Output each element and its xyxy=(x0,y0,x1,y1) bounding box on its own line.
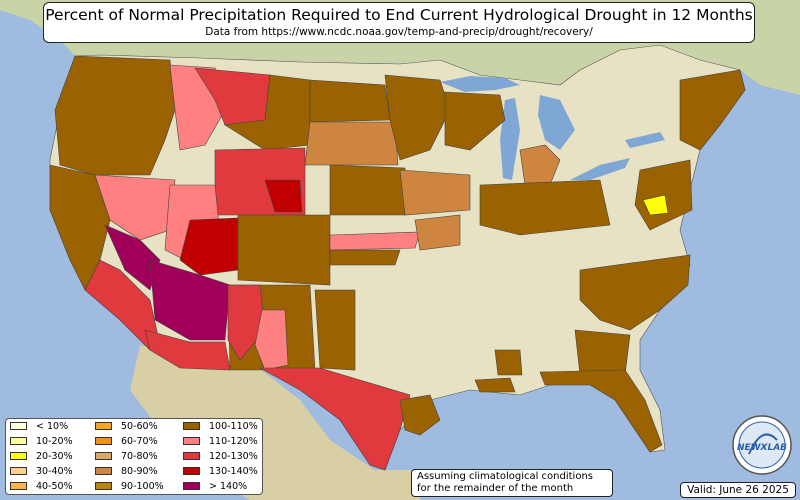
legend-item: 30-40% xyxy=(10,466,73,478)
legend-item: 40-50% xyxy=(10,481,73,493)
legend-item: 130-140% xyxy=(183,466,258,478)
legend-swatch xyxy=(95,421,112,430)
legend-swatch xyxy=(10,466,27,475)
region-new-england xyxy=(679,69,746,151)
region-new-mexico-red xyxy=(227,284,266,361)
legend-label: > 140% xyxy=(209,481,248,492)
region-pacific-northwest xyxy=(54,55,176,176)
assumption-note: Assuming climatological conditions for t… xyxy=(411,469,613,497)
legend-label: 50-60% xyxy=(121,421,158,432)
legend-item: > 140% xyxy=(183,481,247,493)
lake-erie xyxy=(570,158,630,180)
legend-label: 40-50% xyxy=(36,481,73,492)
region-wyoming-core xyxy=(264,179,303,213)
region-texas-gulf xyxy=(399,394,441,436)
legend-swatch xyxy=(183,481,200,490)
region-south-dakota xyxy=(304,121,399,166)
region-mississippi-spot xyxy=(494,349,523,376)
region-carolinas xyxy=(579,254,691,331)
legend-swatch xyxy=(183,466,200,475)
region-florida xyxy=(539,369,663,453)
region-oklahoma xyxy=(329,249,401,266)
region-north-dakota xyxy=(309,79,391,123)
legend-item: 60-70% xyxy=(95,436,158,448)
region-kansas-pink xyxy=(329,231,421,251)
legend-label: < 10% xyxy=(36,421,69,432)
logo-text: NEWXLAB xyxy=(737,443,787,453)
lake-ontario xyxy=(625,132,665,148)
region-ohio-valley xyxy=(479,179,611,236)
legend-item: 20-30% xyxy=(10,451,73,463)
legend-label: 100-110% xyxy=(209,421,258,432)
legend-swatch xyxy=(183,436,200,445)
region-texas-brown xyxy=(314,289,356,371)
legend-swatch xyxy=(10,421,27,430)
legend: < 10% 10-20% 20-30% 30-40% 40-50% 50-60% 60-70… xyxy=(5,418,263,495)
legend-swatch xyxy=(10,451,27,460)
map-subtitle: Data from https://www.ncdc.noaa.gov/temp… xyxy=(205,26,593,38)
legend-swatch xyxy=(95,481,112,490)
note-line-1: Assuming climatological conditions xyxy=(417,471,593,482)
lake-huron xyxy=(538,95,575,150)
legend-label: 20-30% xyxy=(36,451,73,462)
legend-label: 30-40% xyxy=(36,466,73,477)
legend-swatch xyxy=(10,436,27,445)
region-maryland xyxy=(642,194,669,216)
legend-swatch xyxy=(95,451,112,460)
legend-label: 80-90% xyxy=(121,466,158,477)
legend-item: 70-80% xyxy=(95,451,158,463)
legend-swatch xyxy=(95,466,112,475)
region-colorado xyxy=(237,214,331,286)
map-title: Percent of Normal Precipitation Required… xyxy=(45,6,753,24)
legend-item: 110-120% xyxy=(183,436,258,448)
region-nebraska xyxy=(329,164,406,216)
legend-item: 90-100% xyxy=(95,481,164,493)
region-iowa xyxy=(399,169,471,216)
legend-label: 70-80% xyxy=(121,451,158,462)
region-michigan-up xyxy=(444,91,506,151)
region-four-corners-red xyxy=(179,217,241,276)
note-line-2: for the remainder of the month xyxy=(417,483,574,494)
legend-item: 80-90% xyxy=(95,466,158,478)
legend-label: 130-140% xyxy=(209,466,258,477)
region-lower-michigan xyxy=(519,144,561,186)
legend-label: 10-20% xyxy=(36,436,73,447)
newxlab-logo-icon: NEWXLAB xyxy=(732,415,792,475)
legend-label: 120-130% xyxy=(209,451,258,462)
legend-item: < 10% xyxy=(10,421,68,433)
lake-superior xyxy=(440,76,520,92)
legend-item: 50-60% xyxy=(95,421,158,433)
legend-swatch xyxy=(95,436,112,445)
legend-label: 110-120% xyxy=(209,436,258,447)
title-box: Percent of Normal Precipitation Required… xyxy=(43,2,755,43)
region-west-texas xyxy=(259,367,411,471)
legend-label: 60-70% xyxy=(121,436,158,447)
region-arizona xyxy=(149,259,231,341)
region-georgia xyxy=(574,329,631,376)
legend-swatch xyxy=(10,481,27,490)
valid-date: Valid: June 26 2025 xyxy=(680,482,796,498)
region-missouri xyxy=(414,214,461,251)
region-louisiana xyxy=(474,377,516,393)
legend-item: 10-20% xyxy=(10,436,73,448)
region-minnesota xyxy=(384,74,451,161)
region-nevada xyxy=(94,174,176,241)
legend-item: 120-130% xyxy=(183,451,258,463)
region-new-mexico-pink xyxy=(254,309,289,371)
legend-swatch xyxy=(183,421,200,430)
legend-item: 100-110% xyxy=(183,421,258,433)
legend-swatch xyxy=(183,451,200,460)
region-california-south xyxy=(84,259,161,351)
legend-label: 90-100% xyxy=(121,481,164,492)
